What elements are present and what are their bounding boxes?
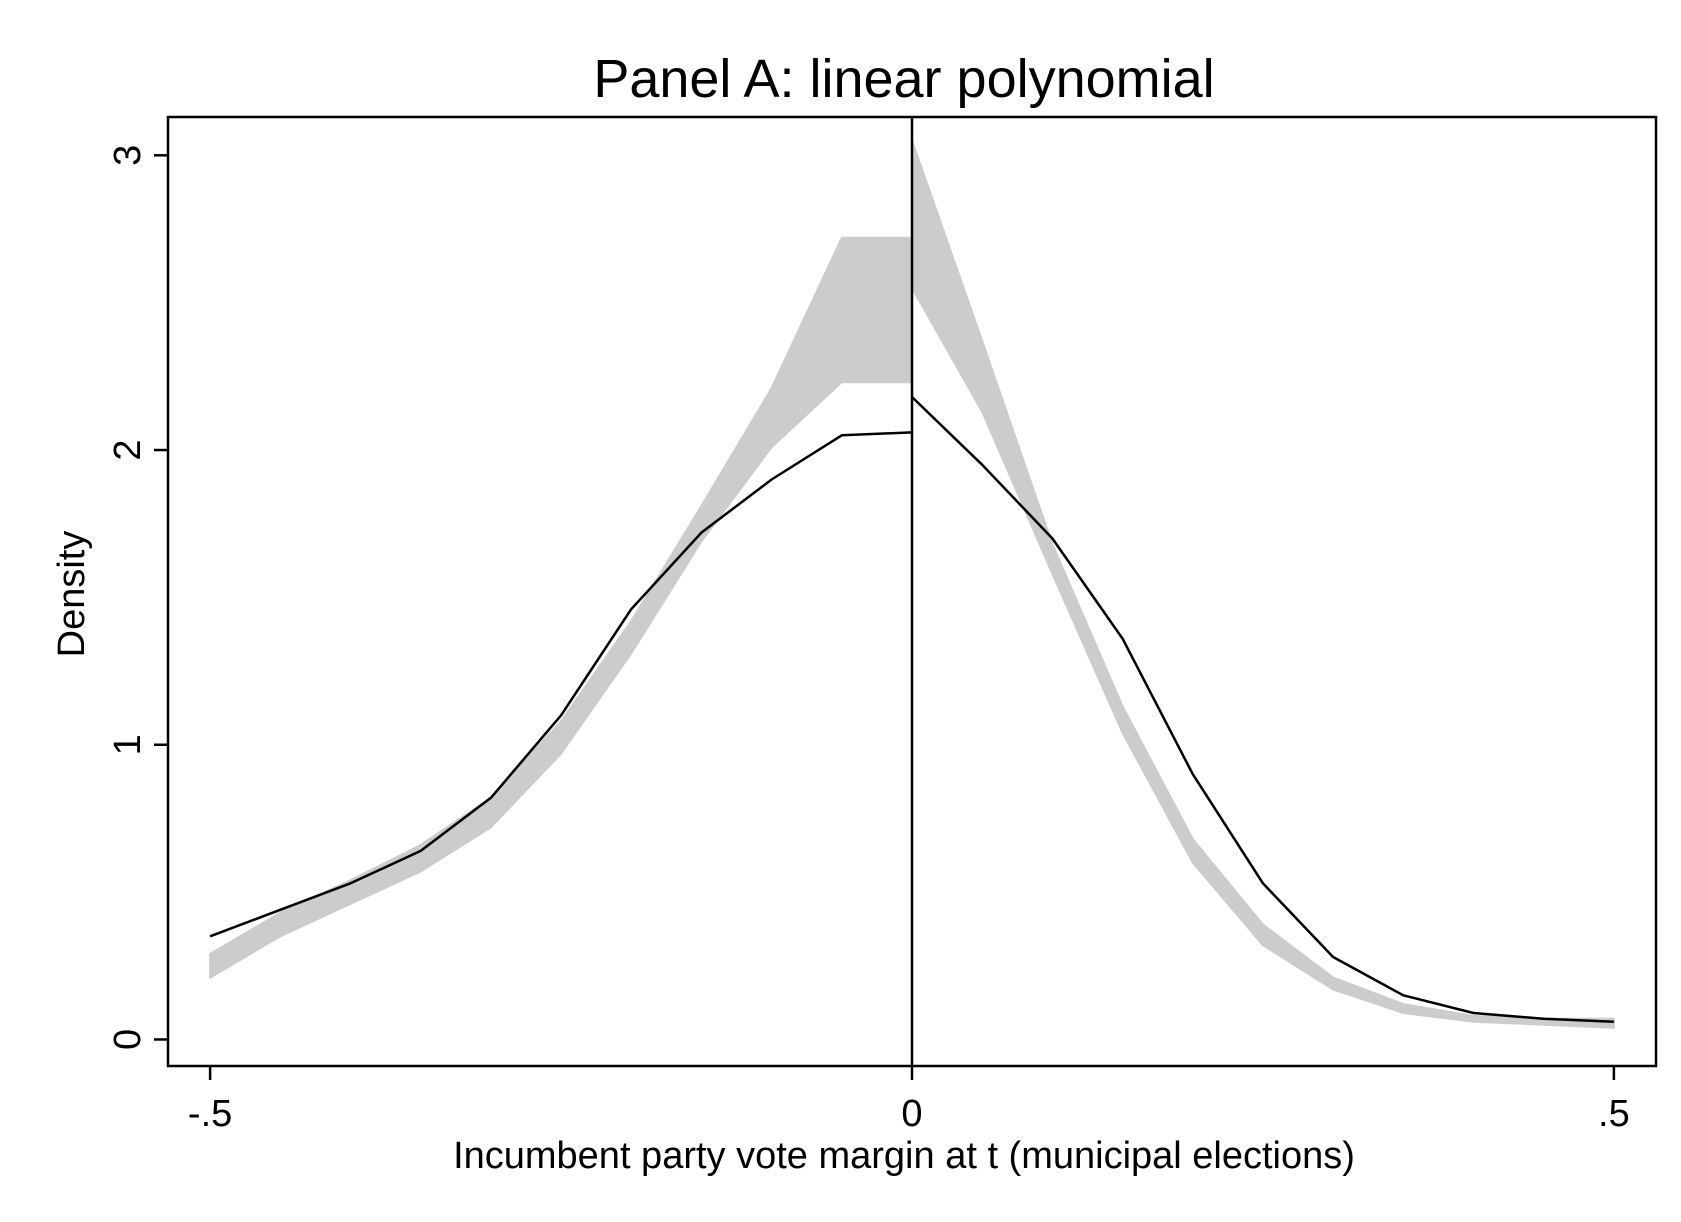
density-line-left xyxy=(209,431,913,938)
density-line-right xyxy=(911,396,1614,1024)
density-lines xyxy=(209,396,1614,1024)
x-axis-label: Incumbent party vote margin at t (munici… xyxy=(453,1135,1355,1177)
x-tick-label: 0 xyxy=(901,1093,922,1135)
chart-title: Panel A: linear polynomial xyxy=(593,49,1214,109)
x-axis: -.5 0 .5 xyxy=(188,1066,1630,1135)
x-tick-label: .5 xyxy=(1598,1093,1630,1135)
y-tick-label: 1 xyxy=(107,734,149,755)
y-axis: 0 1 2 3 xyxy=(107,145,168,1050)
y-axis-label: Density xyxy=(51,531,93,658)
x-tick-label: -.5 xyxy=(188,1093,232,1135)
confidence-band-right xyxy=(911,139,1615,1029)
y-tick-label: 3 xyxy=(107,145,149,166)
y-tick-label: 2 xyxy=(107,439,149,460)
y-tick-label: 0 xyxy=(107,1029,149,1050)
